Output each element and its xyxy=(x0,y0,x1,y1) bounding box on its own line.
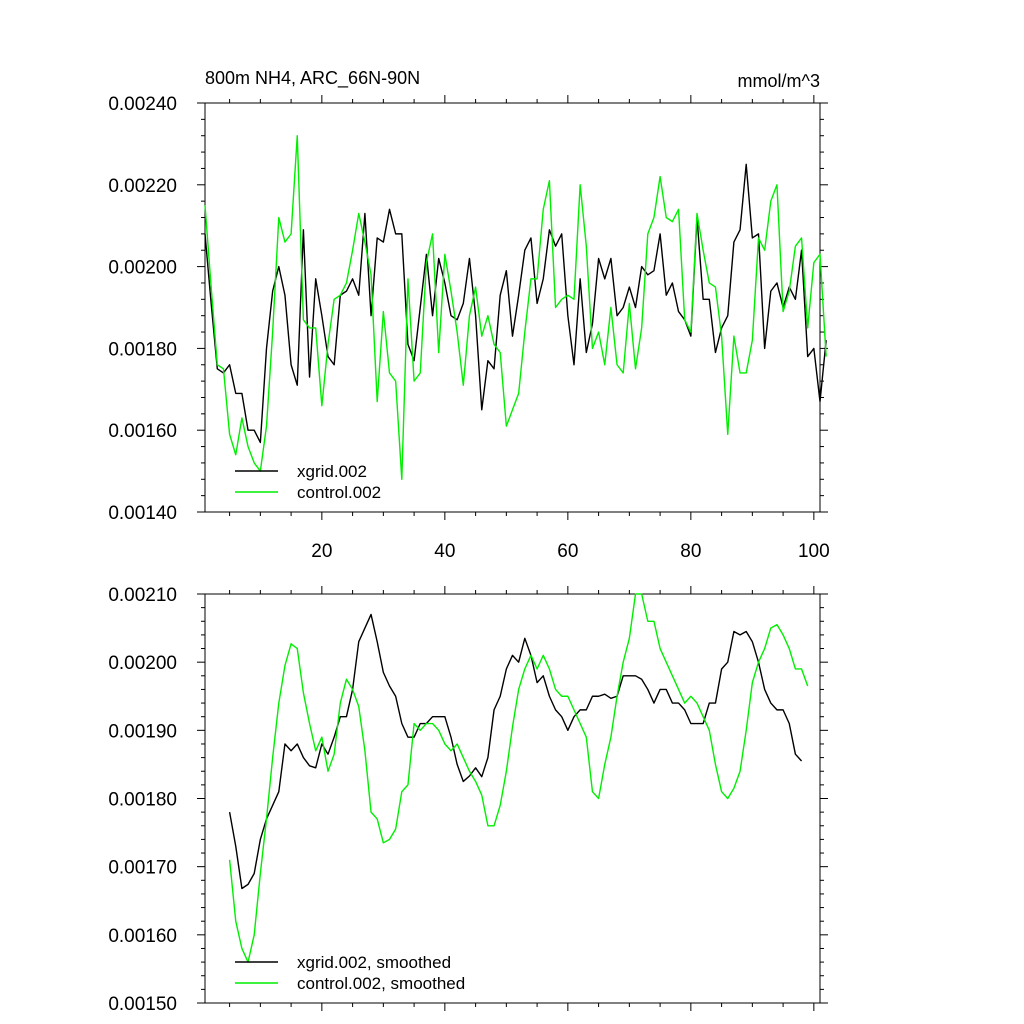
bottom-legend: xgrid.002, smoothed control.002, smoothed xyxy=(235,953,465,993)
bottom-series-line-xgrid xyxy=(228,613,803,890)
top-x-tick-label: 20 xyxy=(311,541,332,562)
bottom-y-tick-label: 0.00190 xyxy=(108,721,177,742)
top-y-tick-label: 0.00200 xyxy=(108,258,177,279)
top-y-tick-label: 0.00220 xyxy=(108,176,177,197)
top-legend-label: xgrid.002 xyxy=(297,462,367,481)
top-x-tick-label: 40 xyxy=(434,541,455,562)
top-x-tick-label: 60 xyxy=(557,541,578,562)
top-panel: 800m NH4, ARC_66N-90N mmol/m^3 0.001400.… xyxy=(108,68,829,562)
top-plot-frame xyxy=(204,102,821,513)
top-axis-ticks xyxy=(197,95,828,520)
top-legend: xgrid.002 control.002 xyxy=(235,462,381,502)
bottom-y-tick-label: 0.00210 xyxy=(108,585,177,606)
top-legend-label: control.002 xyxy=(297,483,381,502)
top-x-tick-label: 80 xyxy=(680,541,701,562)
bottom-y-tick-label: 0.00150 xyxy=(108,994,177,1015)
top-series-line-control xyxy=(204,135,827,480)
top-chart-units: mmol/m^3 xyxy=(738,71,820,91)
bottom-panel: 0.00150 0.00160 0.00170 0.00180 0.00190 0.002… xyxy=(108,585,828,1015)
bottom-y-tick-label: 0.00180 xyxy=(108,790,177,811)
bottom-legend-label: control.002, smoothed xyxy=(297,974,465,993)
top-y-tick-label: 0.00140 xyxy=(108,503,177,524)
top-series-line-xgrid xyxy=(204,163,827,444)
top-chart-title: 800m NH4, ARC_66N-90N xyxy=(205,68,420,89)
top-x-tick-label: 100 xyxy=(798,541,830,562)
top-y-tick-labels: 0.00140 0.00160 0.00180 0.00200 0.00220 0.002… xyxy=(108,94,177,524)
bottom-y-tick-label: 0.00200 xyxy=(108,653,177,674)
bottom-axis-ticks xyxy=(197,586,828,1011)
bottom-series-line-control xyxy=(228,593,809,963)
bottom-legend-label: xgrid.002, smoothed xyxy=(297,953,451,972)
bottom-y-tick-label: 0.00170 xyxy=(108,858,177,879)
top-x-tick-labels: 20 40 60 80 100 xyxy=(311,541,829,562)
top-y-tick-label: 0.00240 xyxy=(108,94,177,115)
top-series-lines xyxy=(204,135,827,480)
bottom-y-tick-label: 0.00160 xyxy=(108,926,177,947)
top-y-tick-label: 0.00160 xyxy=(108,421,177,442)
top-y-tick-label: 0.00180 xyxy=(108,339,177,360)
bottom-series-lines xyxy=(228,593,809,963)
bottom-y-tick-labels: 0.00150 0.00160 0.00170 0.00180 0.00190 0.002… xyxy=(108,585,177,1015)
